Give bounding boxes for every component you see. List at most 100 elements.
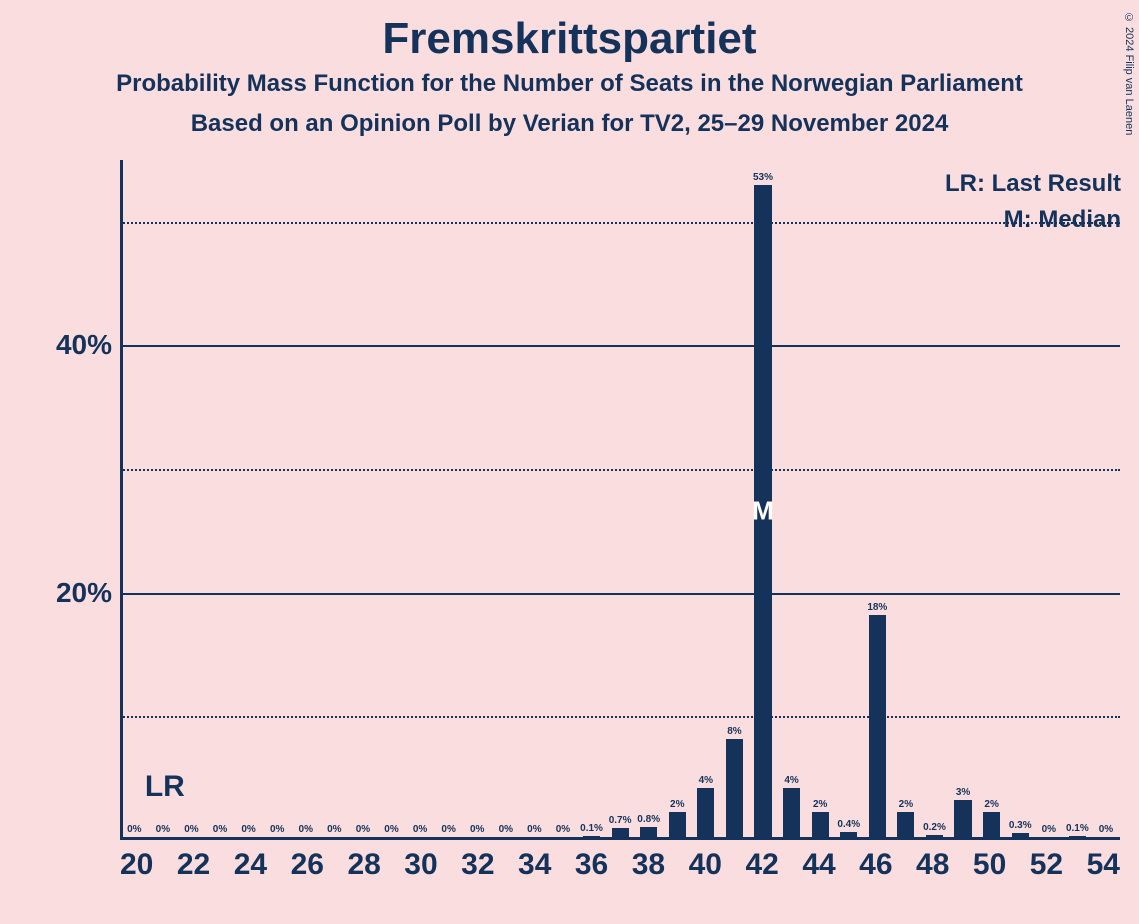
legend: LR: Last Result M: Median [945,166,1121,238]
bar-rect [812,812,829,837]
x-tick-label [210,848,233,908]
bar-slot: 0.2% [920,160,949,837]
bar-rect [1069,836,1086,837]
x-tick-label [722,848,745,908]
x-tick-label: 52 [1030,848,1063,908]
y-tick-label: 20% [32,577,112,609]
x-tick-label [153,848,176,908]
bar-slot: 18% [863,160,892,837]
bar-rect [783,788,800,837]
legend-m: M: Median [945,202,1121,238]
bar-slot: 0% [206,160,235,837]
bar-value-label: 0% [156,824,170,835]
bar-slot: 2% [892,160,921,837]
x-tick-label [665,848,688,908]
bar-value-label: 2% [670,799,684,810]
bar-value-label: 0% [1042,824,1056,835]
major-gridline [120,345,1120,347]
bar-slot: 0% [549,160,578,837]
bar-value-label: 53% [753,172,773,183]
x-tick-label [324,848,347,908]
major-gridline [120,593,1120,595]
x-tick-label [608,848,631,908]
x-tick-label: 48 [916,848,949,908]
x-tick-label [438,848,461,908]
bar-value-label: 0.7% [609,815,632,826]
bar-slot: 0% [463,160,492,837]
bar-value-label: 0% [127,824,141,835]
bar-slot: 0% [434,160,463,837]
x-tick-label [551,848,574,908]
x-tick-labels: 20 22 24 26 28 30 32 34 36 38 40 42 44 4… [120,848,1120,908]
x-tick-label [779,848,802,908]
x-tick-label [381,848,404,908]
bar-slot: 0% [320,160,349,837]
x-tick-label: 22 [177,848,210,908]
bar-rect [697,788,714,837]
bar-value-label: 0% [499,824,513,835]
bar-rect [954,800,971,837]
bar-slot: 3% [949,160,978,837]
bar-rect [926,835,943,837]
chart-subtitle: Probability Mass Function for the Number… [0,70,1139,98]
bar-value-label: 0.2% [923,822,946,833]
bar-value-label: 4% [699,775,713,786]
bar-rect [840,832,857,837]
bar-value-label: 4% [784,775,798,786]
bar-value-label: 2% [813,799,827,810]
x-tick-label: 26 [291,848,324,908]
x-tick-label: 20 [120,848,153,908]
bar-value-label: 0.8% [637,814,660,825]
x-tick-label: 24 [234,848,267,908]
bar-value-label: 0% [441,824,455,835]
x-tick-label [893,848,916,908]
bar-rect [897,812,914,837]
x-tick-label: 38 [632,848,665,908]
x-tick-label: 54 [1087,848,1120,908]
legend-lr: LR: Last Result [945,166,1121,202]
x-tick-label [267,848,290,908]
bar-rect: M [754,185,771,837]
bar-rect [1012,833,1029,837]
bar-slot: 0% [263,160,292,837]
x-tick-label [495,848,518,908]
bar-rect [640,827,657,837]
bar-slot: 0% [177,160,206,837]
bar-value-label: 0% [356,824,370,835]
bar-slot: 0% [291,160,320,837]
bar-slot: 0% [120,160,149,837]
x-tick-label: 34 [518,848,551,908]
bar-value-label: 18% [867,602,887,613]
bar-value-label: 0% [213,824,227,835]
minor-gridline [120,716,1120,718]
bar-value-label: 0% [1099,824,1113,835]
x-tick-label [949,848,972,908]
bar-slot: 0% [234,160,263,837]
x-tick-label: 44 [802,848,835,908]
bar-slot: 0% [377,160,406,837]
bar-slot: 0% [1092,160,1121,837]
bar-rect [669,812,686,837]
x-tick-label: 40 [689,848,722,908]
plot-area: 0%0%0%0%0%0%0%0%0%0%0%0%0%0%0%0%0.1%0.7%… [120,160,1120,840]
bar-value-label: 0% [413,824,427,835]
bar-slot: 2% [977,160,1006,837]
x-tick-label [836,848,859,908]
bar-value-label: 0.1% [580,823,603,834]
bar-value-label: 0.3% [1009,820,1032,831]
bar-value-label: 0% [470,824,484,835]
minor-gridline [120,469,1120,471]
bar-value-label: 0% [556,824,570,835]
bar-value-label: 0% [527,824,541,835]
bar-slot: 0.1% [1063,160,1092,837]
bar-rect [612,828,629,837]
bar-slot: 4% [777,160,806,837]
bar-slot: 4% [692,160,721,837]
x-tick-label: 46 [859,848,892,908]
bar-value-label: 8% [727,726,741,737]
bar-value-label: 0% [270,824,284,835]
bar-rect [726,739,743,837]
lr-marker: LR [145,770,185,804]
bar-slot: 0% [492,160,521,837]
bar-value-label: 0% [241,824,255,835]
